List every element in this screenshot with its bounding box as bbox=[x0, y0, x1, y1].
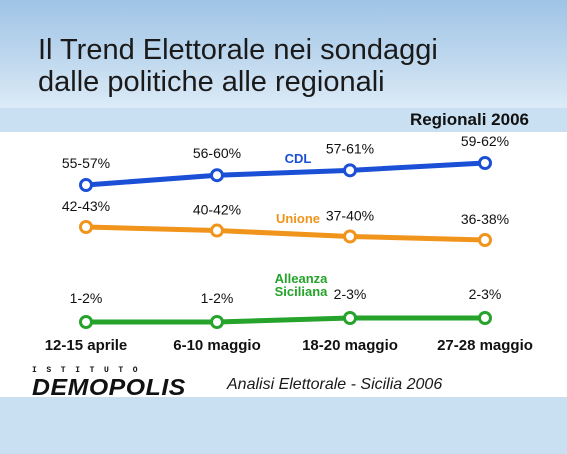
x-tick-label-4: 27-28 maggio bbox=[437, 337, 533, 354]
data-label-cdl-2: 56-60% bbox=[193, 145, 241, 161]
point-alleanza-siciliana-2 bbox=[210, 315, 224, 329]
data-label-alleanza-siciliana-2: 1-2% bbox=[201, 290, 234, 306]
series-name-cdl: CDL bbox=[285, 151, 312, 166]
data-label-alleanza-siciliana-1: 1-2% bbox=[70, 290, 103, 306]
series-line-cdl bbox=[83, 160, 488, 188]
x-tick-label-3: 18-20 maggio bbox=[302, 337, 398, 354]
data-label-cdl-4: 59-62% bbox=[461, 133, 509, 149]
point-unione-1 bbox=[79, 220, 93, 234]
series-line-alleanza-siciliana bbox=[83, 315, 488, 325]
point-cdl-1 bbox=[79, 178, 93, 192]
header-band bbox=[0, 0, 567, 108]
point-unione-4 bbox=[478, 233, 492, 247]
data-label-alleanza-siciliana-3: 2-3% bbox=[334, 286, 367, 302]
x-tick-label-1: 12-15 aprile bbox=[45, 337, 128, 354]
point-cdl-4 bbox=[478, 156, 492, 170]
series-name-unione: Unione bbox=[276, 211, 320, 226]
series-name-alleanza-siciliana-line-1: Alleanza bbox=[275, 271, 329, 286]
trend-line-chart: 55-57% 56-60% 57-61% 59-62% CDL 42-43% 40-42% 3… bbox=[45, 133, 533, 354]
demopolis-logo: ISTITUTO DEMOPOLIS bbox=[32, 366, 185, 399]
series-line-unione bbox=[83, 224, 488, 243]
subtitle-band bbox=[0, 108, 567, 132]
page-title: Il Trend Elettorale nei sondaggi dalle p… bbox=[38, 34, 558, 98]
point-unione-2 bbox=[210, 223, 224, 238]
title-line-2: dalle politiche alle regionali bbox=[38, 66, 385, 98]
point-alleanza-siciliana-3 bbox=[343, 311, 357, 325]
title-line-1: Il Trend Elettorale nei sondaggi bbox=[38, 34, 438, 66]
data-label-cdl-3: 57-61% bbox=[326, 140, 374, 156]
series-name-alleanza-siciliana-line-2: Siciliana bbox=[275, 284, 329, 299]
x-tick-label-2: 6-10 maggio bbox=[173, 337, 261, 354]
data-label-unione-3: 37-40% bbox=[326, 207, 374, 223]
data-label-alleanza-siciliana-4: 2-3% bbox=[469, 286, 502, 302]
point-alleanza-siciliana-4 bbox=[478, 311, 492, 325]
data-label-cdl-1: 55-57% bbox=[62, 155, 110, 171]
chart-subtitle: Regionali 2006 bbox=[409, 110, 529, 129]
data-label-unione-1: 42-43% bbox=[62, 198, 110, 214]
point-cdl-3 bbox=[343, 163, 357, 178]
logo-demopolis-text: DEMOPOLIS bbox=[32, 374, 186, 400]
data-label-unione-2: 40-42% bbox=[193, 202, 241, 218]
point-alleanza-siciliana-1 bbox=[79, 315, 93, 329]
point-cdl-2 bbox=[210, 168, 224, 183]
logo-istituto-text: ISTITUTO bbox=[32, 366, 148, 375]
point-unione-3 bbox=[343, 229, 357, 244]
footer-caption: Analisi Elettorale - Sicilia 2006 bbox=[227, 376, 443, 393]
data-label-unione-4: 36-38% bbox=[461, 211, 509, 227]
bottom-band bbox=[0, 397, 567, 454]
